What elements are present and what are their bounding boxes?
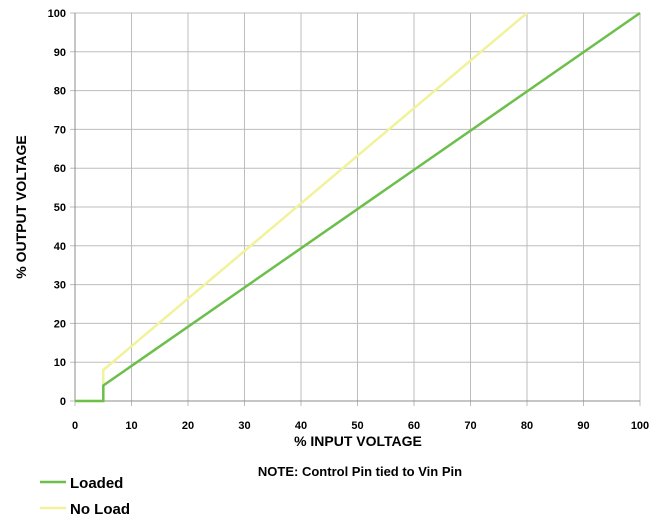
y-tick-label: 10 bbox=[54, 357, 66, 369]
y-tick-label: 80 bbox=[54, 86, 66, 98]
y-tick-label: 100 bbox=[48, 8, 66, 20]
legend-label-no-load: No Load bbox=[70, 501, 130, 518]
legend-label-loaded: Loaded bbox=[70, 475, 123, 492]
series-lines bbox=[75, 11, 641, 403]
x-tick-label: 90 bbox=[577, 420, 589, 432]
tick-labels: 0 10 20 30 40 50 60 70 80 90 100 0 10 20 30 40 50 60 70 80 9… bbox=[48, 8, 650, 432]
x-tick-label: 0 bbox=[72, 420, 78, 432]
x-tick-label: 10 bbox=[125, 420, 137, 432]
y-tick-label: 70 bbox=[54, 124, 66, 136]
x-tick-label: 60 bbox=[408, 420, 420, 432]
x-axis-title: % INPUT VOLTAGE bbox=[294, 433, 422, 449]
y-tick-label: 20 bbox=[54, 318, 66, 330]
chart-note: NOTE: Control Pin tied to Vin Pin bbox=[258, 464, 462, 479]
x-tick-label: 30 bbox=[238, 420, 250, 432]
y-tick-label: 60 bbox=[54, 163, 66, 175]
x-tick-label: 100 bbox=[631, 420, 649, 432]
x-tick-label: 80 bbox=[521, 420, 533, 432]
series-line-loaded bbox=[75, 11, 641, 403]
y-tick-label: 50 bbox=[54, 202, 66, 214]
x-tick-label: 50 bbox=[351, 420, 363, 432]
y-tick-label: 90 bbox=[54, 47, 66, 59]
y-tick-label: 40 bbox=[54, 241, 66, 253]
legend: Loaded No Load bbox=[40, 475, 130, 518]
y-tick-label: 30 bbox=[54, 280, 66, 292]
x-tick-label: 40 bbox=[295, 420, 307, 432]
y-axis-title: % OUTPUT VOLTAGE bbox=[13, 135, 29, 278]
x-tick-label: 20 bbox=[182, 420, 194, 432]
y-tick-label: 0 bbox=[60, 396, 66, 408]
grid bbox=[70, 12, 641, 406]
x-tick-label: 70 bbox=[464, 420, 476, 432]
